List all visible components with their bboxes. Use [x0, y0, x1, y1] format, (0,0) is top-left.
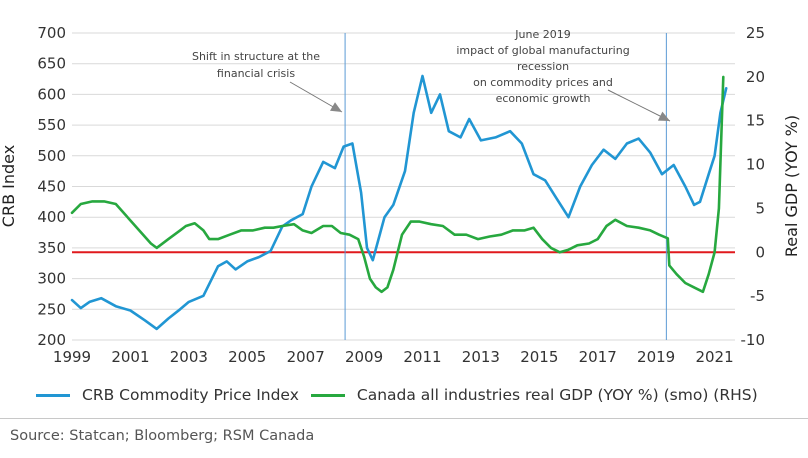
y-right-tick-label: 10: [746, 156, 765, 174]
crb-index-line: [70, 74, 728, 331]
x-tick-label: 2011: [403, 348, 441, 366]
legend-swatch-crb: [36, 393, 70, 397]
legend-label-gdp: Canada all industries real GDP (YOY %) (…: [356, 386, 758, 404]
y-left-tick-label: 200: [37, 331, 66, 349]
x-tick-label: 2013: [462, 348, 500, 366]
divider: [0, 418, 808, 419]
x-tick-label: 2001: [111, 348, 149, 366]
annotations: Shift in structure at the financial crisi…: [192, 28, 671, 122]
y-axis-right-title: Real GDP (YOY %): [782, 115, 801, 257]
x-tick-label: 2009: [345, 348, 383, 366]
legend-swatch-gdp: [310, 393, 345, 397]
annotation-text-june-2019: June 2019: [514, 28, 570, 41]
annotation-text-june-2019: economic growth: [496, 92, 591, 105]
annotation-text-june-2019: on commodity prices and: [473, 76, 613, 89]
x-tick-label: 2021: [695, 348, 733, 366]
canada-gdp-line: [70, 75, 725, 294]
legend-label-crb: CRB Commodity Price Index: [82, 386, 299, 404]
legend-item-crb: CRB Commodity Price Index: [36, 386, 299, 404]
y-axis-left-title: CRB Index: [0, 145, 18, 227]
y-right-tick-label: -10: [741, 331, 766, 349]
y-left-tick-label: 650: [37, 55, 66, 73]
reference-lines: [72, 33, 735, 340]
gridlines: [72, 32, 735, 341]
y-left-tick-label: 350: [37, 239, 66, 257]
y-left-tick-label: 300: [37, 270, 66, 288]
x-tick-label: 2015: [520, 348, 558, 366]
series-lines: [70, 74, 728, 331]
y-right-tick-label: 0: [755, 243, 765, 261]
y-left-tick-label: 550: [37, 116, 66, 134]
source-note: Source: Statcan; Bloomberg; RSM Canada: [10, 428, 315, 444]
annotation-text-crisis: Shift in structure at the: [192, 50, 320, 63]
annotation-text-crisis: financial crisis: [217, 67, 295, 80]
annotation-text-june-2019: recession: [517, 60, 569, 73]
annotation-arrow-june-2019: [607, 89, 671, 122]
x-tick-label: 2003: [170, 348, 208, 366]
y-right-tick-label: 5: [755, 199, 765, 217]
y-left-tick-label: 600: [37, 85, 66, 103]
annotation-arrow-crisis-head: [330, 102, 342, 112]
y-right-tick-label: -5: [750, 287, 765, 305]
x-tick-label: 2017: [579, 348, 617, 366]
chart-plot: 200 250 300 350 400 450 500 550 600 650 700 -10 -5 0 5…: [0, 24, 801, 366]
y-left-tick-label: 450: [37, 178, 66, 196]
y-right-tick-label: 15: [746, 112, 765, 130]
legend-item-gdp: Canada all industries real GDP (YOY %) (…: [310, 386, 758, 404]
x-tick-label: 2019: [637, 348, 675, 366]
y-left-tick-label: 500: [37, 147, 66, 165]
y-right-tick-label: 25: [746, 24, 765, 42]
y-left-tick-label: 250: [37, 300, 66, 318]
axis-ticks: 200 250 300 350 400 450 500 550 600 650 700 -10 -5 0 5…: [37, 24, 765, 366]
annotation-text-june-2019: impact of global manufacturing: [456, 44, 629, 57]
y-left-tick-label: 400: [37, 208, 66, 226]
x-tick-label: 2005: [228, 348, 266, 366]
legend: CRB Commodity Price Index Canada all ind…: [36, 386, 770, 404]
x-tick-label: 1999: [53, 348, 91, 366]
x-tick-label: 2007: [287, 348, 325, 366]
y-left-tick-label: 700: [37, 24, 66, 42]
annotation-arrow-june-2019-head: [657, 111, 670, 121]
y-right-tick-label: 20: [746, 68, 765, 86]
